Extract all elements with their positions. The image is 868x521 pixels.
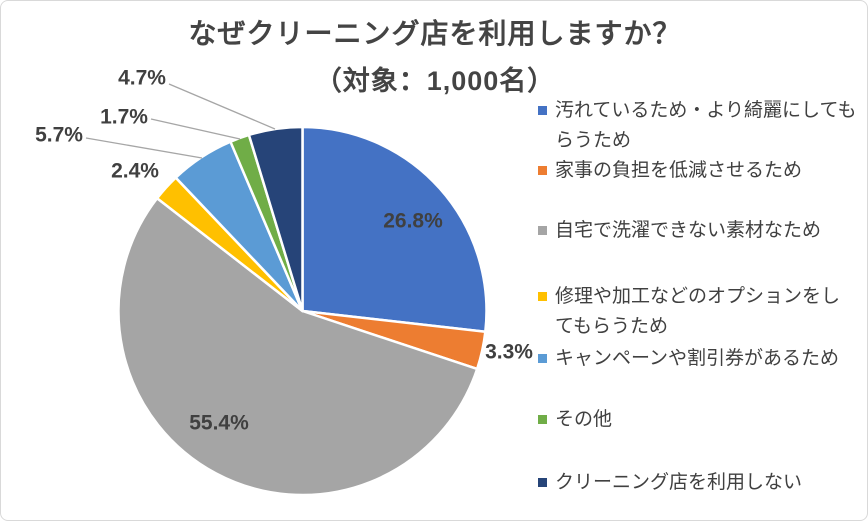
leader-line xyxy=(150,118,241,140)
legend-item: 家事の負担を低減させるため xyxy=(537,156,857,186)
legend-item-label: キャンペーンや割引券があるため xyxy=(555,348,840,369)
legend-color-swatch xyxy=(538,354,547,363)
legend-color-swatch xyxy=(538,292,547,301)
chart-title: なぜクリーニング店を利用しますか？ xyxy=(188,18,682,49)
legend-item-label: 自宅で洗濯できない素材なため xyxy=(555,220,822,241)
data-label-slice-2: 3.3% xyxy=(485,340,533,364)
data-label-slice-1: 26.8% xyxy=(383,209,443,233)
data-label-slice-4: 2.4% xyxy=(111,159,159,183)
legend-item: 汚れているため・より綺麗にしてもらうため xyxy=(537,96,857,156)
legend-item-label: その他 xyxy=(555,409,613,430)
data-label-slice-3: 55.4% xyxy=(189,411,249,435)
pie-slice-7 xyxy=(247,125,304,313)
legend-item-label: 汚れているため・より綺麗にしてもらうため xyxy=(555,100,857,151)
leader-line xyxy=(168,83,276,130)
legend-color-swatch xyxy=(538,478,547,487)
data-label-slice-6: 1.7% xyxy=(100,105,148,129)
chart-legend: 汚れているため・より綺麗にしてもらうため 家事の負担を低減させるため 自宅で洗濯… xyxy=(537,1,863,520)
data-label-slice-7: 4.7% xyxy=(118,66,166,90)
legend-item-label: クリーニング店を利用しない xyxy=(555,472,803,493)
legend-item: キャンペーンや割引券があるため xyxy=(537,344,857,374)
pie-slice-1 xyxy=(301,125,488,334)
legend-color-swatch xyxy=(538,166,547,175)
legend-item-label: 家事の負担を低減させるため xyxy=(555,160,803,181)
legend-item: 自宅で洗濯できない素材なため xyxy=(537,216,857,246)
legend-color-swatch xyxy=(538,106,547,115)
legend-item: その他 xyxy=(537,405,857,435)
legend-item-label: 修理や加工などのオプションをしてもらうため xyxy=(555,286,841,337)
chart-subtitle: （対象：1,000名） xyxy=(314,66,556,96)
leader-line xyxy=(85,137,203,159)
legend-item: クリーニング店を利用しない xyxy=(537,468,857,498)
legend-color-swatch xyxy=(538,415,547,424)
legend-item: 修理や加工などのオプションをしてもらうため xyxy=(537,282,857,342)
legend-color-swatch xyxy=(538,226,547,235)
pie-slice-3 xyxy=(117,196,479,497)
data-label-slice-5: 5.7% xyxy=(35,123,83,147)
